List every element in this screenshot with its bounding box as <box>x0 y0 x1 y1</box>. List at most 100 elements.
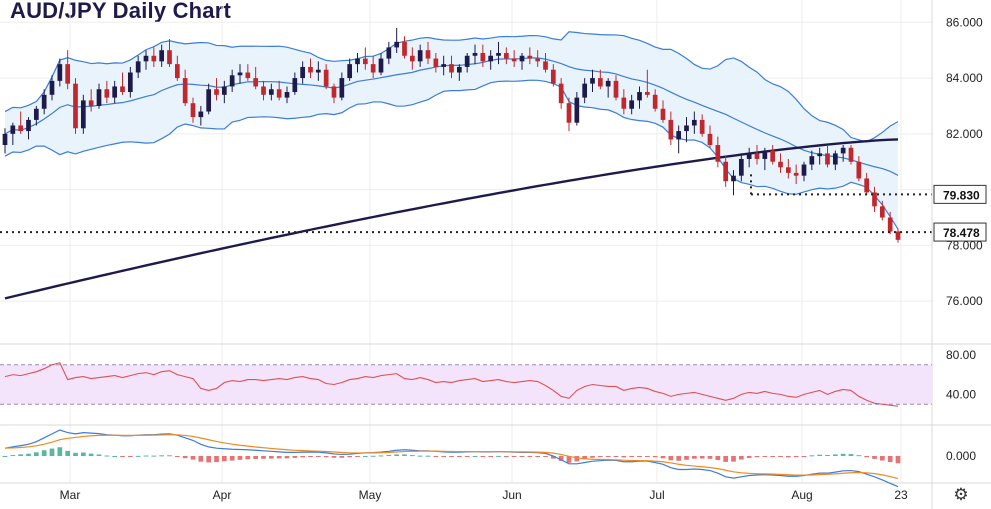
macd-histogram-bar <box>73 452 78 456</box>
candle-body <box>386 47 392 59</box>
candle-body <box>237 72 243 76</box>
month-label: Jun <box>502 488 521 502</box>
macd-histogram-bar <box>112 455 118 457</box>
macd-histogram-bar <box>402 454 407 456</box>
candle-body <box>198 111 204 118</box>
candle-body <box>292 78 298 93</box>
macd-histogram-bar <box>41 450 47 456</box>
level-price-label: 78.478 <box>943 226 980 240</box>
candle-body <box>582 83 588 98</box>
candle-body <box>112 86 118 98</box>
macd-histogram-bar <box>597 456 603 458</box>
macd-histogram-bar <box>699 456 705 459</box>
candle-body <box>707 133 713 146</box>
macd-histogram-bar <box>856 455 862 457</box>
month-label: 23 <box>894 488 908 502</box>
macd-histogram-bar <box>174 456 180 457</box>
candle-body <box>809 156 815 165</box>
candle-body <box>49 80 55 95</box>
macd-histogram-bar <box>10 455 16 457</box>
candle-body <box>652 94 658 109</box>
candle-body <box>182 78 188 104</box>
candle-body <box>190 103 196 118</box>
macd-histogram-bar <box>339 456 345 458</box>
macd-histogram-bar <box>315 456 321 457</box>
macd-histogram-bar <box>864 456 870 458</box>
candle-body <box>895 231 901 240</box>
candle-body <box>887 217 893 232</box>
candle-body <box>629 100 635 109</box>
candle-body <box>496 52 501 56</box>
candle-body <box>464 55 470 67</box>
macd-histogram-bar <box>198 456 204 462</box>
candle-body <box>738 158 744 176</box>
macd-histogram-bar <box>284 456 290 459</box>
candle-body <box>637 92 642 101</box>
macd-histogram-bar <box>574 456 580 462</box>
macd-histogram-bar <box>558 456 564 461</box>
candle-body <box>88 100 94 106</box>
candle-body <box>558 83 564 104</box>
macd-histogram-bar <box>456 456 462 457</box>
macd-histogram-bar <box>801 456 807 457</box>
macd-histogram-bar <box>143 455 149 457</box>
price-tick-label: 76.000 <box>946 294 983 308</box>
macd-tick-label: 0.000 <box>946 449 976 463</box>
candle-body <box>57 64 63 81</box>
candle-body <box>668 119 674 140</box>
candle-body <box>817 153 823 157</box>
macd-histogram-bar <box>237 456 243 460</box>
candle-body <box>503 52 509 59</box>
candle-body <box>143 55 149 62</box>
macd-histogram-bar <box>785 456 791 458</box>
macd-histogram-bar <box>895 456 901 464</box>
candle-body <box>566 103 572 123</box>
macd-histogram-bar <box>323 456 329 458</box>
candle-body <box>323 69 329 87</box>
level-price-box <box>933 222 987 242</box>
candle-body <box>441 64 447 67</box>
macd-histogram-bar <box>684 456 689 460</box>
macd-histogram-bar <box>2 456 8 457</box>
candle-body <box>519 55 525 62</box>
bollinger-upper <box>4 31 899 143</box>
candle-body <box>723 161 729 182</box>
price-tick-label: 82.000 <box>946 127 983 141</box>
price-tick-label: 78.000 <box>946 238 983 252</box>
macd-histogram-bar <box>33 452 39 456</box>
macd-histogram-bar <box>464 456 470 457</box>
candle-body <box>449 64 454 73</box>
candle-body <box>370 64 376 73</box>
macd-histogram-bar <box>731 456 736 462</box>
settings-gear-icon[interactable]: ⚙ <box>953 485 969 505</box>
macd-histogram-bar <box>331 456 337 458</box>
macd-histogram-bar <box>519 456 525 457</box>
rsi-band-fill <box>0 364 932 405</box>
candle-body <box>691 119 697 126</box>
macd-histogram-bar <box>550 456 556 459</box>
candle-body <box>425 50 431 59</box>
macd-histogram-bar <box>652 456 658 458</box>
candle-body <box>308 66 313 73</box>
macd-histogram-bar <box>605 456 611 457</box>
candle-body <box>417 50 423 62</box>
macd-histogram-bar <box>300 456 306 458</box>
candle-body <box>268 89 274 95</box>
macd-histogram-bar <box>668 456 674 461</box>
level-price-label: 79.830 <box>943 188 980 202</box>
macd-histogram-bar <box>57 447 63 456</box>
macd-histogram-bar <box>245 456 251 460</box>
candle-body <box>206 89 212 112</box>
macd-histogram-bar <box>660 456 666 459</box>
candle-body <box>355 58 360 65</box>
macd-histogram-bar <box>738 456 744 460</box>
macd-histogram-bar <box>182 456 188 459</box>
macd-histogram-bar <box>503 456 509 457</box>
bollinger-lower <box>4 79 899 230</box>
macd-histogram-bar <box>409 455 415 457</box>
macd-histogram-bar <box>637 456 642 457</box>
candle-body <box>261 86 266 95</box>
macd-histogram-bar <box>676 456 682 461</box>
candle-body <box>879 206 885 218</box>
